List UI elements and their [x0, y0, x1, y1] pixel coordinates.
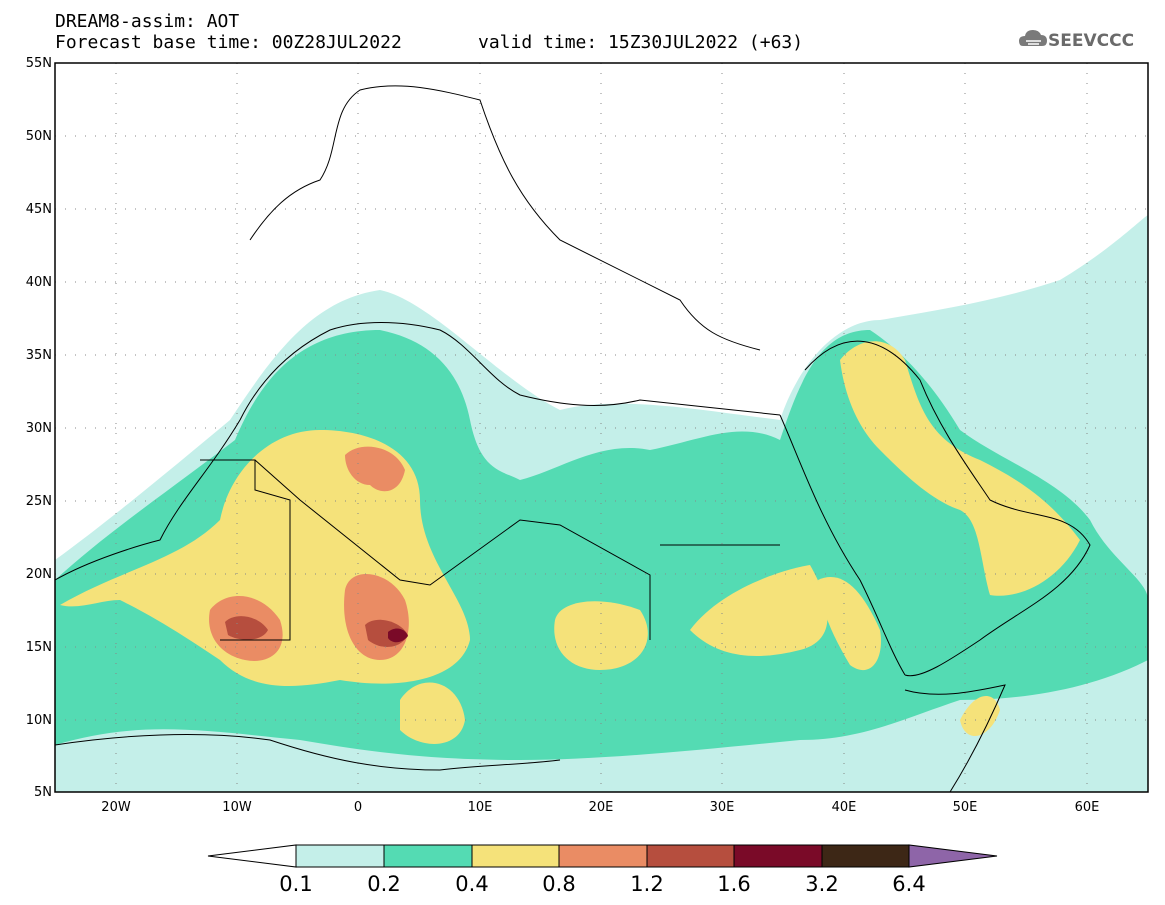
coast-red-sea — [779, 414, 906, 676]
colorbar-label: 1.2 — [630, 872, 664, 896]
lon-label: 20W — [101, 800, 131, 815]
colorbar-bin-3 — [471, 844, 560, 868]
lon-label: 10W — [222, 800, 252, 815]
colorbar-label: 0.4 — [455, 872, 489, 896]
border-sahara — [254, 459, 651, 640]
aot-field-orange-algeria — [345, 446, 405, 492]
title-base-time: Forecast base time: 00Z28JUL2022 — [55, 32, 402, 53]
coast-arabia — [804, 340, 1091, 677]
title-valid-time: valid time: 15Z30JUL2022 (+63) — [478, 32, 804, 53]
lat-label: 15N — [25, 640, 52, 655]
lon-label: 10E — [467, 800, 493, 815]
aot-field-brown-mauritania — [225, 616, 268, 640]
colorbar-arrow-right — [908, 844, 998, 868]
coast-horn — [904, 684, 1006, 792]
colorbar-label: 1.6 — [717, 872, 751, 896]
colorbar-bin-7 — [821, 844, 910, 868]
lat-label: 35N — [25, 348, 52, 363]
colorbar-label: 0.8 — [542, 872, 576, 896]
lat-label: 50N — [25, 129, 52, 144]
aot-field-yellow-central — [554, 601, 648, 670]
coast-gulf-guinea — [55, 734, 561, 771]
lon-label: 30E — [709, 800, 735, 815]
gridlines — [55, 63, 1148, 792]
colorbar-bin-1 — [295, 844, 385, 868]
title-model: DREAM8-assim: AOT — [55, 11, 240, 32]
border-mali — [200, 459, 291, 641]
aot-field-yellow-sudan — [690, 565, 828, 656]
lon-label: 40E — [831, 800, 857, 815]
lon-label: 60E — [1074, 800, 1100, 815]
lat-label: 55N — [25, 56, 52, 71]
cloud-icon — [1019, 30, 1047, 46]
lat-label: 5N — [34, 785, 52, 800]
aot-field-dark-niger — [388, 628, 408, 643]
lat-label: 45N — [25, 202, 52, 217]
colorbar-label: 3.2 — [805, 872, 839, 896]
colorbar-label: 0.1 — [279, 872, 313, 896]
colorbar-bin-4 — [558, 844, 648, 868]
lat-label: 10N — [25, 713, 52, 728]
coast-europe — [249, 85, 761, 351]
lat-label: 25N — [25, 494, 52, 509]
lat-label: 20N — [25, 567, 52, 582]
colorbar-label: 6.4 — [892, 872, 926, 896]
lon-label: 50E — [952, 800, 978, 815]
colorbar-label: 0.2 — [367, 872, 401, 896]
lon-label: 20E — [588, 800, 614, 815]
lat-label: 30N — [25, 421, 52, 436]
colorbar-arrow-left — [207, 844, 297, 868]
aot-field-yellow-somalia — [960, 696, 1000, 737]
coast-north-africa — [55, 322, 781, 581]
colorbar-bin-2 — [383, 844, 473, 868]
aot-field-yellow-arabia — [840, 341, 1080, 596]
logo-text: SEEVCCC — [1048, 31, 1135, 51]
lon-label: 0 — [353, 800, 363, 815]
colorbar — [207, 844, 998, 868]
colorbar-bin-6 — [733, 844, 823, 868]
aot-field-yellow-sahel — [400, 682, 465, 744]
coastlines — [55, 85, 1091, 792]
colorbar-bin-5 — [646, 844, 735, 868]
lat-label: 40N — [25, 275, 52, 290]
